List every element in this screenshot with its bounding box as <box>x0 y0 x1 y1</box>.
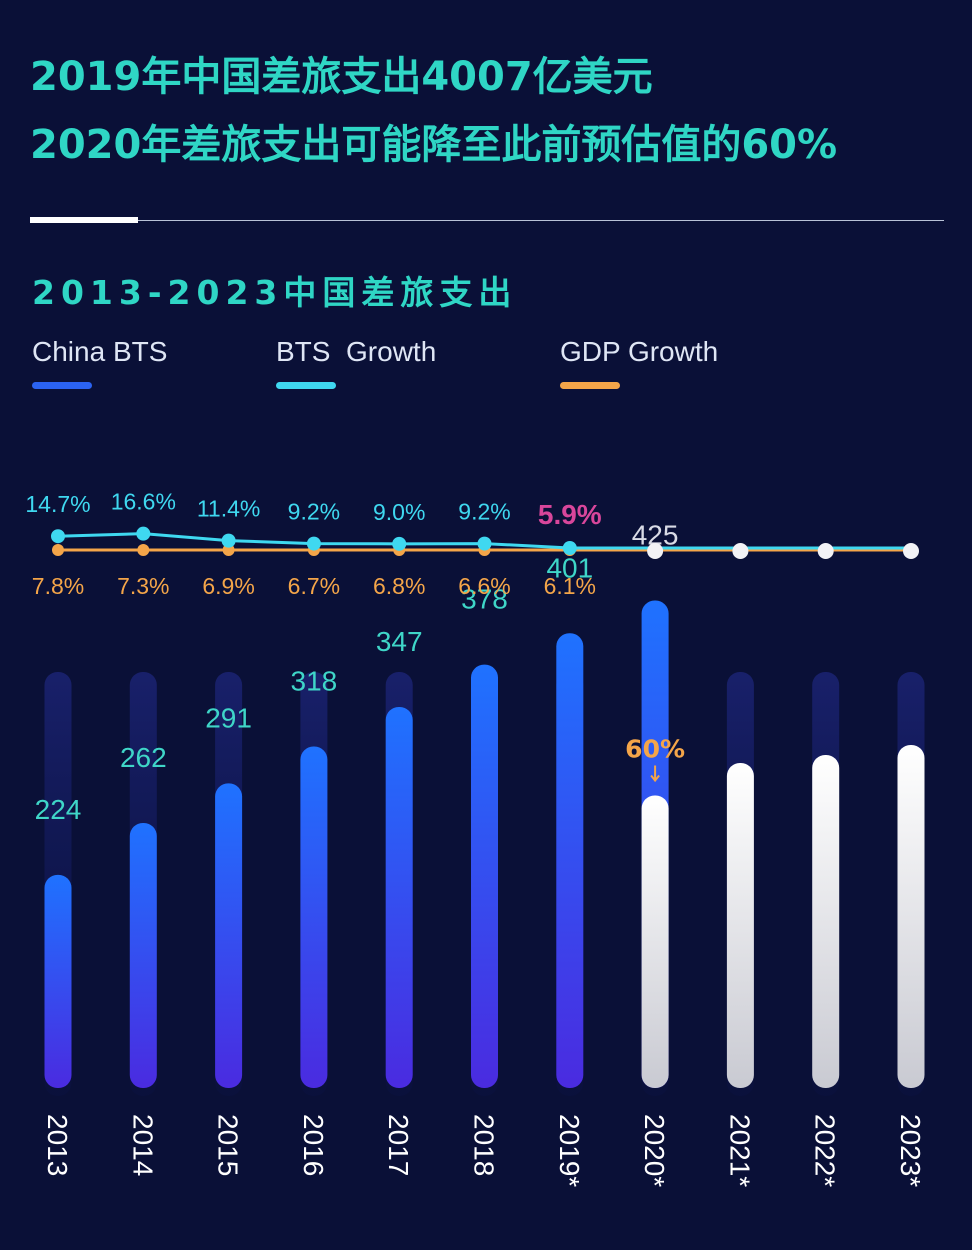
x-tick-label: 2021* <box>724 1114 755 1187</box>
bts-growth-line <box>57 532 911 550</box>
bts-growth-point <box>392 536 407 551</box>
annotation-60pct: 60% <box>625 735 685 764</box>
legend-swatch-gdp-growth <box>560 382 620 389</box>
bar-china-bts <box>385 706 413 1088</box>
gdp-growth-label: 6.7% <box>288 573 340 599</box>
forecast-point <box>903 543 919 559</box>
legend-item-bts-growth: BTS Growth <box>276 336 437 389</box>
x-tick-label: 2022* <box>810 1114 841 1187</box>
x-tick-label: 2016 <box>298 1114 329 1176</box>
x-tick-label: 2014 <box>127 1114 158 1176</box>
gdp-growth-label: 7.3% <box>117 573 169 599</box>
forecast-point <box>817 543 834 559</box>
bar-value-label: 378 <box>461 584 508 615</box>
bts-growth-label: 5.9% <box>538 499 602 530</box>
bts-growth-point <box>136 526 151 541</box>
bts-growth-label: 16.6% <box>111 489 176 515</box>
bar-china-bts <box>44 874 72 1088</box>
bts-growth-point <box>562 541 577 555</box>
bar-forecast <box>812 755 840 1088</box>
bar-value-label: 318 <box>291 666 338 697</box>
bar-forecast-60pct <box>641 795 669 1088</box>
bar-china-bts <box>215 783 243 1088</box>
legend-item-gdp-growth: GDP Growth <box>560 336 719 389</box>
x-tick-label: 2015 <box>213 1114 244 1176</box>
divider-line <box>30 220 944 221</box>
bar-china-bts <box>471 664 498 1088</box>
legend-label-gdp-growth: GDP Growth <box>560 336 719 367</box>
headline-line-2: 2020年差旅支出可能降至此前预估值的60% <box>30 122 838 168</box>
bar-value-label: 401 <box>546 552 593 583</box>
gdp-growth-point <box>137 544 150 556</box>
legend-label-china-bts: China BTS <box>32 336 168 367</box>
bts-growth-label: 9.0% <box>373 499 425 525</box>
forecast-point <box>647 543 664 559</box>
headline-line-1: 2019年中国差旅支出4007亿美元 <box>30 54 653 100</box>
gdp-growth-label: 7.8% <box>32 573 84 599</box>
bts-growth-label: 9.2% <box>458 499 510 525</box>
x-tick-label: 2017 <box>383 1114 414 1176</box>
forecast-point <box>732 543 749 559</box>
gdp-growth-label: 6.6% <box>458 573 510 599</box>
bar-china-bts <box>556 633 584 1088</box>
bar-value-label: 262 <box>120 742 167 773</box>
bar-value-label: 347 <box>376 626 423 657</box>
bar-value-label: 291 <box>205 702 252 733</box>
bts-growth-point <box>306 536 321 551</box>
x-tick-label: 2019* <box>554 1114 585 1187</box>
x-tick-label: 2020* <box>639 1114 670 1187</box>
bts-growth-point <box>221 533 236 548</box>
bts-growth-label: 9.2% <box>288 499 340 525</box>
bar-china-bts <box>300 746 328 1088</box>
gdp-growth-label: 6.8% <box>373 573 425 599</box>
x-tick-label: 2018 <box>469 1114 500 1176</box>
bts-growth-label: 11.4% <box>197 496 261 522</box>
gdp-growth-label: 6.1% <box>544 573 596 599</box>
legend-item-china-bts: China BTS <box>32 336 168 389</box>
bts-growth-point <box>477 536 492 551</box>
bar-china-bts <box>129 823 157 1088</box>
chart-title: 2013-2023中国差旅支出 <box>32 273 518 312</box>
bts-growth-label: 14.7% <box>25 491 90 517</box>
gdp-growth-point <box>52 544 64 556</box>
bts-growth-point <box>51 529 65 544</box>
gdp-growth-point <box>222 544 235 556</box>
x-tick-label: 2023* <box>895 1114 926 1187</box>
legend-swatch-china-bts <box>32 382 92 389</box>
legend-label-bts-growth: BTS Growth <box>276 336 437 367</box>
annotation-arrow <box>650 765 660 783</box>
divider-accent <box>30 217 138 223</box>
gdp-growth-label: 6.9% <box>202 573 254 599</box>
bar-forecast <box>726 763 754 1088</box>
bar-forecast <box>897 745 925 1088</box>
legend-swatch-bts-growth <box>276 382 336 389</box>
x-tick-label: 2013 <box>42 1114 73 1176</box>
bar-value-label: 224 <box>35 794 82 825</box>
